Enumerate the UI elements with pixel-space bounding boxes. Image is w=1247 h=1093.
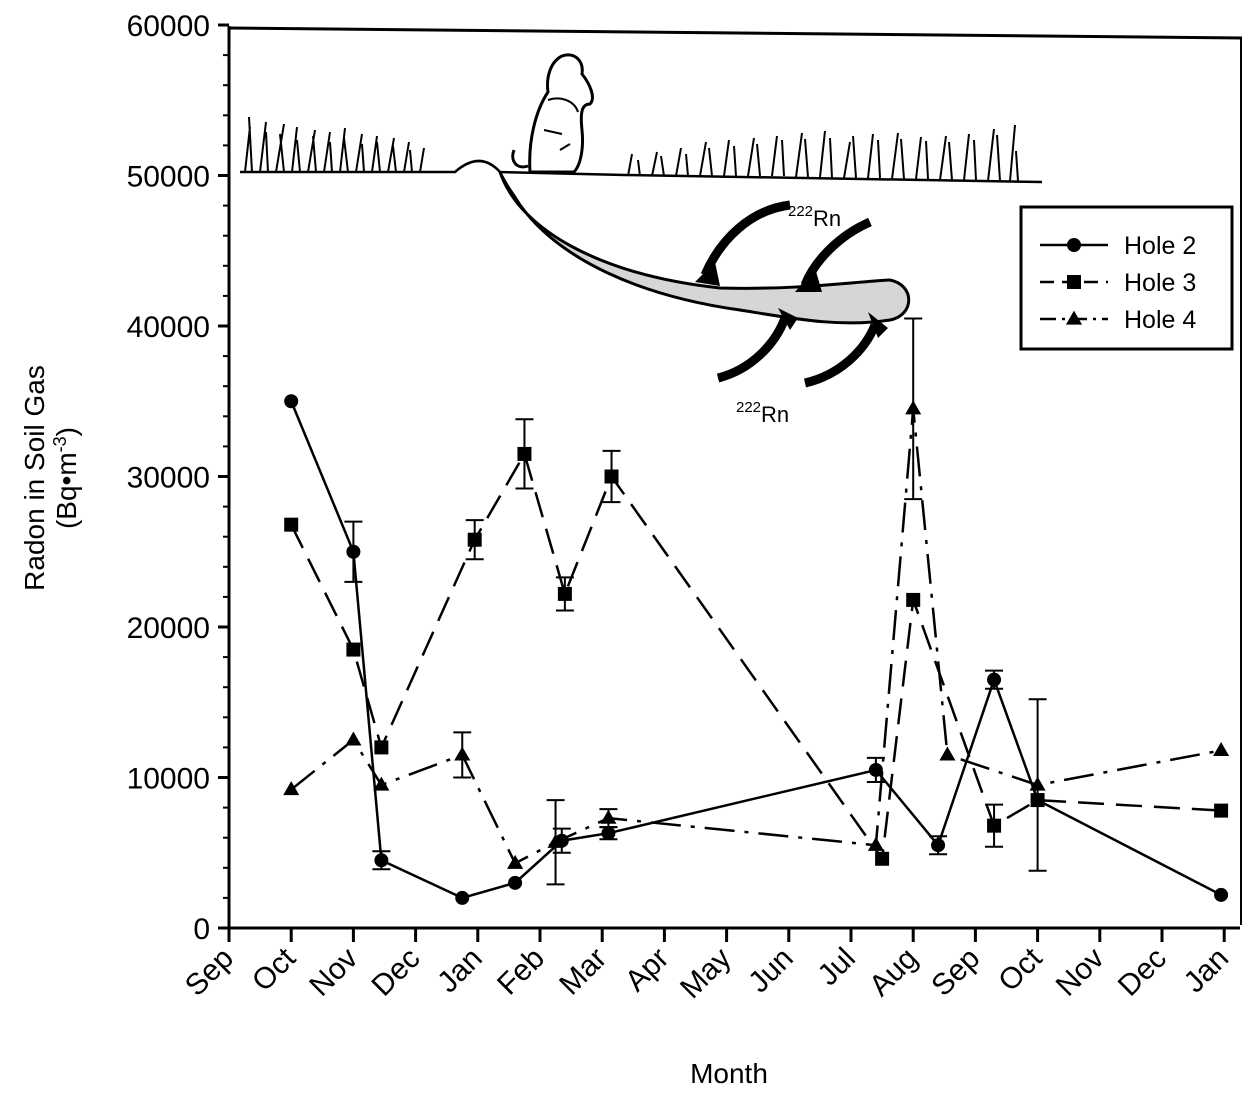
data-point (346, 544, 361, 559)
series-hole-4 (283, 317, 1230, 886)
x-tick-label-5: Feb (491, 942, 551, 1002)
data-point (1214, 803, 1229, 818)
data-point (868, 762, 883, 777)
data-point (467, 532, 482, 547)
data-point (547, 833, 564, 848)
data-point (455, 890, 470, 905)
data-point (346, 642, 361, 657)
data-point (557, 586, 572, 601)
x-tick-label-9: Jun (742, 942, 800, 1000)
legend-marker (1065, 310, 1083, 325)
y-tick-label-40000: 40000 (127, 311, 210, 344)
data-point (867, 836, 884, 851)
legend: Hole 2 Hole 3 Hole 4 (1019, 205, 1234, 351)
series-hole-3 (284, 418, 1229, 866)
radon-label-2: 222Rn (736, 399, 789, 427)
data-point (345, 731, 362, 746)
data-point (875, 851, 890, 866)
x-tick-label-14: Nov (1050, 942, 1111, 1003)
data-point (508, 875, 523, 890)
grass-right (627, 124, 1019, 182)
data-point (906, 592, 921, 607)
radon-arrow-3 (716, 316, 790, 383)
y-tick-label-50000: 50000 (127, 161, 210, 194)
legend-label: Hole 3 (1124, 269, 1196, 297)
series-hole-2 (284, 394, 1229, 905)
x-tick-label-1: Oct (246, 941, 303, 998)
x-tick-label-15: Dec (1112, 942, 1173, 1003)
data-point (604, 469, 619, 484)
plot-frame-top (228, 26, 1243, 40)
x-tick-label-10: Jul (811, 942, 861, 992)
series-line (290, 450, 1222, 863)
x-tick-label-2: Nov (303, 942, 364, 1003)
x-tick-label-16: Jan (1178, 942, 1236, 1000)
x-tick-label-6: Mar (553, 942, 613, 1002)
x-tick-label-0: Sep (179, 942, 240, 1003)
data-point (373, 776, 390, 791)
data-point (987, 818, 1002, 833)
radon-arrow-4 (803, 323, 880, 388)
data-point (1214, 887, 1229, 902)
x-tick-label-4: Jan (431, 942, 489, 1000)
x-tick-label-11: Aug (863, 942, 924, 1003)
y-tick-label-30000: 30000 (127, 462, 210, 495)
data-point (931, 838, 946, 853)
legend-marker (1067, 238, 1081, 252)
series-layer (283, 317, 1230, 905)
legend-item-hole-2: Hole 2 (1040, 232, 1196, 260)
burrow-illustration: 222Rn 222Rn (240, 53, 1043, 427)
data-point (1213, 742, 1230, 757)
data-point (507, 854, 524, 869)
legend-label: Hole 2 (1124, 232, 1196, 260)
x-tick-label-3: Dec (365, 942, 426, 1003)
x-tick-label-12: Sep (925, 942, 986, 1003)
data-point (374, 853, 389, 868)
data-point (939, 746, 956, 761)
y-axis-unit: (Bq•m-3) (50, 427, 82, 529)
series-line (290, 408, 1222, 865)
data-point (517, 446, 532, 461)
radon-label-1: 222Rn (788, 203, 841, 231)
x-axis-title: Month (690, 1058, 768, 1089)
y-tick-label-60000: 60000 (127, 10, 210, 43)
legend-label: Hole 4 (1124, 306, 1196, 334)
data-point (601, 826, 616, 841)
burrow-tunnel (498, 171, 911, 325)
y-tick-label-0: 0 (193, 913, 210, 946)
data-point (987, 672, 1002, 687)
series-line (290, 400, 1222, 900)
prairie-dog-figure (511, 53, 594, 174)
data-point (284, 517, 299, 532)
x-tick-label-7: Apr (619, 942, 675, 998)
data-point (1029, 776, 1046, 791)
legend-marker (1067, 275, 1081, 289)
data-point (374, 740, 389, 755)
legend-box (1019, 205, 1234, 351)
data-point (600, 809, 617, 824)
data-point (454, 746, 471, 761)
radon-arrow-1 (700, 200, 791, 277)
data-point (284, 394, 299, 409)
y-axis-title: Radon in Soil Gas (19, 365, 50, 591)
legend-item-hole-3: Hole 3 (1040, 269, 1196, 297)
y-tick-label-20000: 20000 (127, 612, 210, 645)
x-tick-label-13: Oct (992, 941, 1049, 998)
ground-line (240, 159, 1043, 184)
grass-left (244, 116, 425, 173)
data-point (283, 781, 300, 796)
y-axis-ticks: 0 10000 20000 30000 40000 50000 60000 (127, 10, 229, 946)
legend-item-hole-4: Hole 4 (1040, 306, 1196, 334)
data-point (905, 400, 922, 415)
x-tick-label-8: May (674, 942, 737, 1005)
y-tick-label-10000: 10000 (127, 763, 210, 796)
